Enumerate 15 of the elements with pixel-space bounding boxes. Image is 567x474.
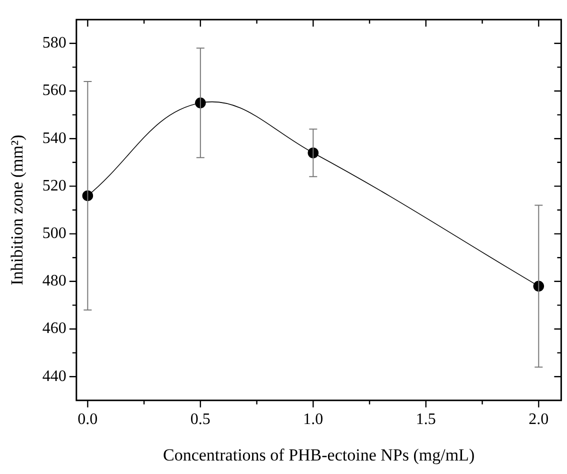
x-tick-label: 0.5 — [190, 411, 210, 428]
y-tick-label: 480 — [42, 272, 66, 290]
y-tick-label: 560 — [42, 82, 66, 100]
x-axis-title: Concentrations of PHB-ectoine NPs (mg/mL) — [162, 445, 475, 464]
y-axis-title: Inhibition zone (mm²) — [8, 134, 27, 286]
y-tick-label: 500 — [42, 225, 66, 242]
y-tick-label: 580 — [42, 34, 66, 52]
x-tick-label: 0.0 — [78, 411, 98, 428]
x-tick-label: 1.0 — [303, 411, 324, 428]
x-tick-label: 1.5 — [416, 411, 436, 428]
y-tick-label: 540 — [42, 130, 66, 147]
y-tick-label: 460 — [42, 320, 66, 338]
y-tick-label: 520 — [42, 177, 66, 194]
x-tick-label: 2.0 — [528, 411, 549, 428]
y-tick-label: 440 — [42, 368, 66, 385]
